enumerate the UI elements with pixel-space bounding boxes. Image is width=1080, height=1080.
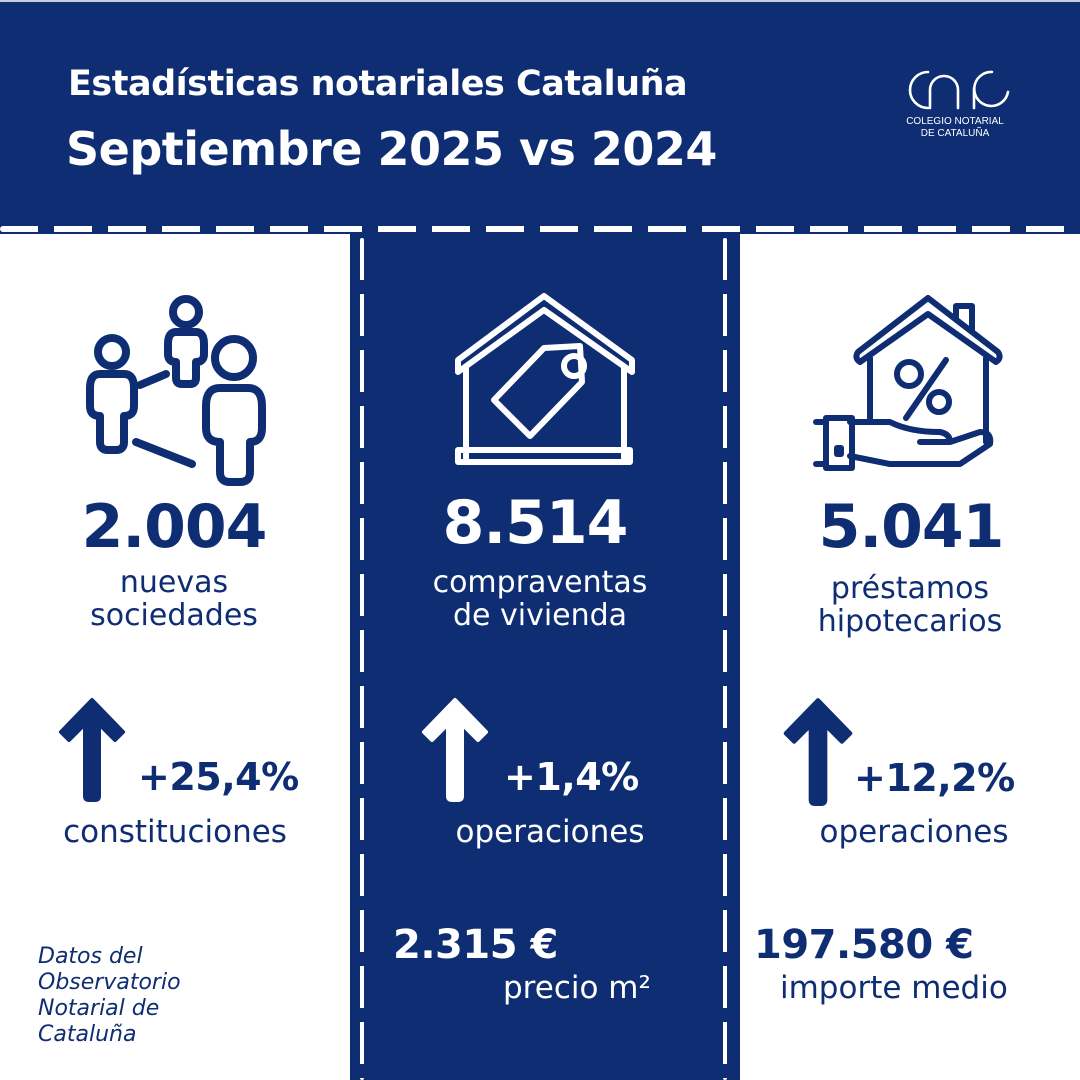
middle-column-panel xyxy=(350,234,740,1080)
change-value-constituciones: +25,4% xyxy=(138,755,299,799)
stat-label-line-2: de vivienda xyxy=(452,598,628,633)
logo-text-line-1: COLEGIO NOTARIAL xyxy=(906,116,1004,127)
stat-label-prestamos: préstamos hipotecarios xyxy=(760,572,1060,638)
title-line-2: Septiembre 2025 vs 2024 xyxy=(66,122,717,176)
people-network-icon xyxy=(80,292,270,492)
right-stitch-divider xyxy=(723,238,727,1080)
logo-text: COLEGIO NOTARIAL DE CATALUÑA xyxy=(890,116,1020,140)
stat-value-sociedades: 2.004 xyxy=(81,492,268,562)
source-line-2: Observatorio xyxy=(38,970,181,995)
header-banner: Estadísticas notariales Cataluña Septiem… xyxy=(0,2,1080,234)
precio-m2-label: precio m² xyxy=(503,970,651,1006)
source-note: Datos del Observatorio Notarial de Catal… xyxy=(38,944,181,1048)
title-line-1: Estadísticas notariales Cataluña xyxy=(68,64,688,104)
stat-value-compraventas: 8.514 xyxy=(442,488,629,558)
cnc-logo: COLEGIO NOTARIAL DE CATALUÑA xyxy=(890,64,1020,144)
change-label-prestamos: operaciones xyxy=(819,814,1009,850)
stat-label-compraventas: compraventas de vivienda xyxy=(380,566,700,632)
stat-value-prestamos: 5.041 xyxy=(818,492,1005,562)
importe-medio-value: 197.580 € xyxy=(754,922,974,968)
precio-m2-value: 2.315 € xyxy=(393,922,558,968)
arrow-up-icon xyxy=(57,696,127,806)
stat-label-line-2: hipotecarios xyxy=(817,604,1003,639)
source-line-3: Notarial de xyxy=(38,996,160,1021)
logo-text-line-2: DE CATALUÑA xyxy=(920,128,990,139)
stat-label-line-1: compraventas xyxy=(432,565,648,600)
header-stitch-divider xyxy=(0,226,1080,232)
source-line-1: Datos del xyxy=(38,944,143,969)
stat-label-sociedades: nuevas sociedades xyxy=(40,566,308,632)
top-border xyxy=(0,0,1080,2)
change-value-compraventas: +1,4% xyxy=(504,755,639,799)
house-price-tag-icon xyxy=(452,290,638,474)
change-label-constituciones: constituciones xyxy=(63,814,287,850)
arrow-up-icon xyxy=(420,696,490,806)
left-stitch-divider xyxy=(360,238,364,1080)
hand-house-percent-icon xyxy=(810,292,1010,480)
cnc-logo-icon xyxy=(908,70,1010,110)
source-line-4: Cataluña xyxy=(38,1022,137,1047)
importe-medio-label: importe medio xyxy=(780,970,1008,1006)
stat-label-line-2: sociedades xyxy=(90,598,258,633)
change-value-prestamos: +12,2% xyxy=(854,756,1015,800)
arrow-up-icon xyxy=(780,696,856,810)
stat-label-line-1: préstamos xyxy=(830,571,990,606)
stat-label-line-1: nuevas xyxy=(119,565,229,600)
change-label-compraventas: operaciones xyxy=(455,814,645,850)
